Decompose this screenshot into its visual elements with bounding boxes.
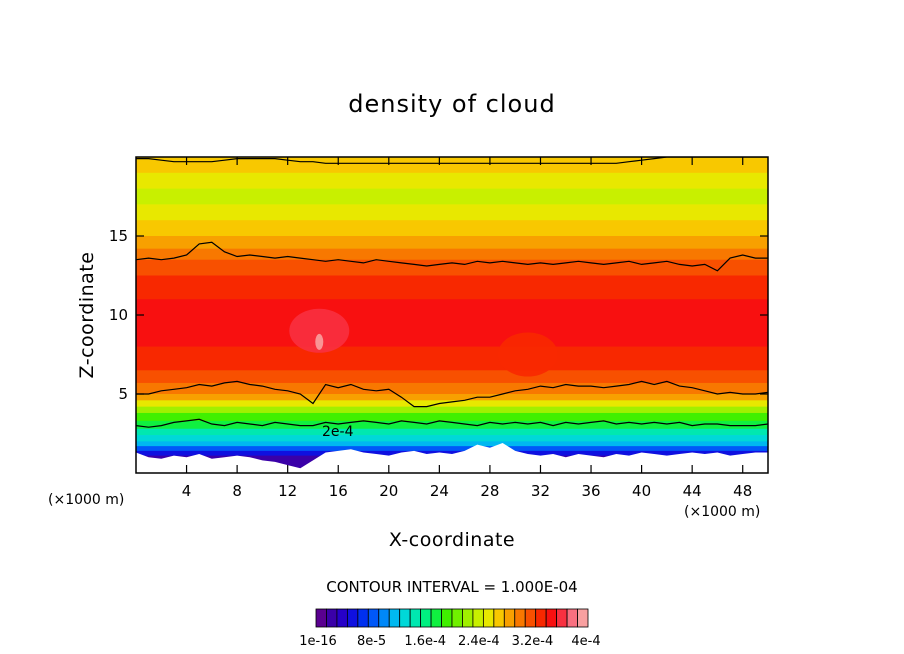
heatmap-band xyxy=(136,370,768,384)
colorbar-swatch xyxy=(357,608,369,628)
x-axis-ticks: 4 8 12 16 20 24 28 32 36 40 44 48 xyxy=(182,157,752,500)
x-tick-label: 16 xyxy=(329,482,348,500)
heatmap-band xyxy=(136,236,768,250)
colorbar-swatch xyxy=(378,608,390,628)
x-tick-label: 28 xyxy=(480,482,499,500)
x-axis-label: X-coordinate xyxy=(389,529,515,551)
x-tick-label: 44 xyxy=(683,482,702,500)
heatmap-band xyxy=(136,400,768,408)
chart-title: density of cloud xyxy=(348,90,555,118)
contour-line xyxy=(136,380,768,408)
colorbar-label: 1.6e-4 xyxy=(404,634,446,649)
y-axis-label: Z-coordinate xyxy=(76,252,98,379)
heatmap-band xyxy=(136,204,768,221)
heatmap-band xyxy=(136,435,768,442)
heatmap-band xyxy=(136,248,768,261)
x-tick-label: 24 xyxy=(430,482,449,500)
colorbar-swatch xyxy=(566,608,578,628)
colorbar-label: 2.4e-4 xyxy=(458,634,500,649)
heatmap-bands xyxy=(136,157,768,473)
heatmap-hotspot xyxy=(315,333,324,350)
colorbar-swatch xyxy=(535,608,547,628)
heatmap-band xyxy=(136,412,768,422)
heatmap-band xyxy=(136,188,768,205)
colorbar-swatch xyxy=(462,608,474,628)
colorbar-swatch xyxy=(482,608,495,628)
contour-lines xyxy=(136,157,768,428)
colorbar-label: 3.2e-4 xyxy=(512,634,554,649)
colorbar-label: 1e-16 xyxy=(299,634,337,649)
x-unit-left: (×1000 m) xyxy=(48,492,124,508)
heatmap-band xyxy=(136,259,768,277)
heatmap-band xyxy=(136,394,768,401)
heatmap-band xyxy=(136,420,768,430)
colorbar-swatch xyxy=(326,608,338,628)
x-tick-label: 40 xyxy=(632,482,651,500)
heatmap-band xyxy=(136,220,768,237)
contour-line xyxy=(136,418,768,428)
colorbar-swatch xyxy=(493,608,505,628)
heatmap-band xyxy=(136,450,768,457)
contour-interval-text: CONTOUR INTERVAL = 1.000E-04 xyxy=(326,578,577,596)
y-tick-label: 10 xyxy=(109,306,128,324)
colorbar-swatch xyxy=(556,608,568,628)
heatmap-hotspot xyxy=(497,332,558,377)
x-tick-label: 48 xyxy=(733,482,752,500)
colorbar-swatch xyxy=(315,608,327,628)
y-tick-label: 15 xyxy=(109,227,128,245)
x-unit-right: (×1000 m) xyxy=(684,504,760,520)
colorbar-swatch xyxy=(545,608,558,628)
heatmap-band xyxy=(136,406,768,414)
x-tick-label: 32 xyxy=(531,482,550,500)
ground-mask xyxy=(136,443,768,473)
heatmap-band xyxy=(136,382,768,395)
colorbar-swatch xyxy=(430,608,442,628)
colorbar-swatch xyxy=(388,608,401,628)
y-axis-ticks: 5 10 15 xyxy=(109,227,768,403)
x-tick-label: 8 xyxy=(232,482,242,500)
x-tick-label: 20 xyxy=(379,482,398,500)
heatmap-hotspots xyxy=(289,308,558,377)
x-tick-label: 4 xyxy=(182,482,192,500)
colorbar-swatch xyxy=(514,608,526,628)
ground-area xyxy=(136,443,768,473)
heatmap-hotspot xyxy=(289,308,350,353)
y-tick-label: 5 xyxy=(118,385,128,403)
colorbar-swatch xyxy=(451,608,463,628)
colorbar-swatch xyxy=(409,608,422,628)
heatmap-band xyxy=(136,441,768,447)
colorbar-swatch xyxy=(336,608,348,628)
heatmap-band xyxy=(136,275,768,300)
x-tick-label: 12 xyxy=(278,482,297,500)
heatmap-band xyxy=(136,299,768,348)
contour-label: 2e-4 xyxy=(322,424,354,440)
colorbar-swatch xyxy=(420,608,432,628)
colorbar-swatch xyxy=(577,608,589,628)
colorbar-swatch xyxy=(524,608,537,628)
contour-line xyxy=(136,241,768,272)
heatmap-band xyxy=(136,446,768,452)
colorbar-swatch xyxy=(441,608,453,628)
x-tick-label: 36 xyxy=(581,482,600,500)
colorbar xyxy=(315,608,589,628)
heatmap-band xyxy=(136,172,768,190)
colorbar-swatch xyxy=(367,608,380,628)
colorbar-label: 8e-5 xyxy=(357,634,386,649)
heatmap-band xyxy=(136,428,768,436)
colorbar-labels: 1e-16 8e-5 1.6e-4 2.4e-4 3.2e-4 4e-4 xyxy=(299,634,600,649)
colorbar-swatch xyxy=(503,608,516,628)
heatmap-band xyxy=(136,346,768,371)
colorbar-swatch xyxy=(346,608,359,628)
colorbar-swatch xyxy=(399,608,411,628)
colorbar-swatch xyxy=(472,608,484,628)
colorbar-label: 4e-4 xyxy=(571,634,600,649)
